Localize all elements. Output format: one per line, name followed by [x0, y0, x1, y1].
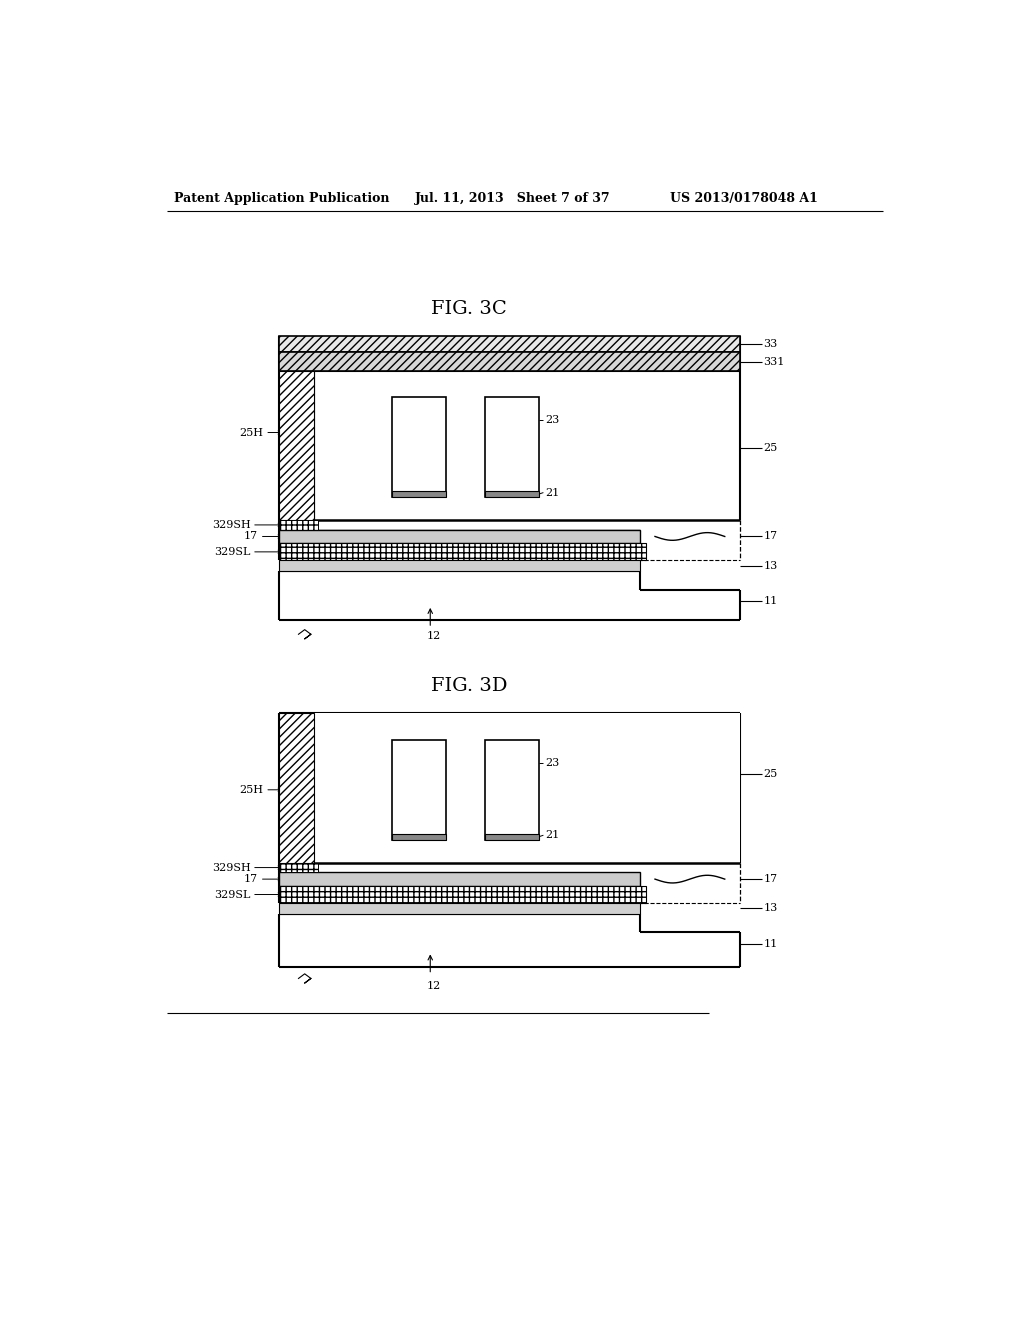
Text: 12: 12	[427, 981, 441, 991]
Bar	[280, 886, 646, 903]
Text: 12: 12	[427, 631, 441, 640]
Bar	[280, 560, 640, 572]
Text: 13: 13	[764, 561, 778, 570]
Bar	[484, 397, 539, 498]
Bar	[484, 739, 539, 840]
Bar	[391, 397, 445, 498]
Bar	[314, 371, 740, 520]
Bar	[280, 352, 740, 371]
Text: 21: 21	[545, 830, 559, 841]
Bar	[280, 863, 317, 873]
Text: FIG. 3D: FIG. 3D	[431, 677, 507, 694]
Bar	[280, 713, 314, 863]
Text: 25: 25	[764, 444, 778, 453]
Text: 17: 17	[244, 532, 258, 541]
Bar	[484, 491, 539, 498]
Bar	[280, 335, 740, 352]
Bar	[280, 544, 646, 561]
Text: 25: 25	[764, 770, 778, 779]
Bar	[391, 834, 445, 840]
Text: 329SL: 329SL	[214, 546, 251, 557]
Text: 13: 13	[764, 903, 778, 913]
Bar	[484, 834, 539, 840]
Text: 21: 21	[545, 487, 559, 498]
Bar	[391, 739, 445, 840]
Text: Patent Application Publication: Patent Application Publication	[174, 191, 390, 205]
Text: Jul. 11, 2013   Sheet 7 of 37: Jul. 11, 2013 Sheet 7 of 37	[415, 191, 610, 205]
Text: US 2013/0178048 A1: US 2013/0178048 A1	[671, 191, 818, 205]
Bar	[280, 873, 640, 886]
Text: 17: 17	[244, 874, 258, 884]
Text: 11: 11	[764, 939, 778, 949]
Bar	[314, 713, 740, 863]
Text: 33: 33	[764, 339, 778, 348]
Text: 23: 23	[545, 416, 559, 425]
Bar	[280, 520, 317, 529]
Text: 25H: 25H	[240, 428, 263, 437]
Text: 23: 23	[545, 758, 559, 768]
Text: 331: 331	[764, 356, 784, 367]
Text: 25H: 25H	[240, 785, 263, 795]
Bar	[280, 371, 314, 520]
Bar	[280, 903, 640, 913]
Text: 329SH: 329SH	[212, 862, 251, 873]
Bar	[280, 529, 640, 544]
Text: FIG. 3C: FIG. 3C	[431, 300, 507, 318]
Text: 17: 17	[764, 532, 777, 541]
Text: 17: 17	[764, 874, 777, 884]
Text: 11: 11	[764, 597, 778, 606]
Text: 329SL: 329SL	[214, 890, 251, 899]
Bar	[391, 491, 445, 498]
Text: 329SH: 329SH	[212, 520, 251, 529]
